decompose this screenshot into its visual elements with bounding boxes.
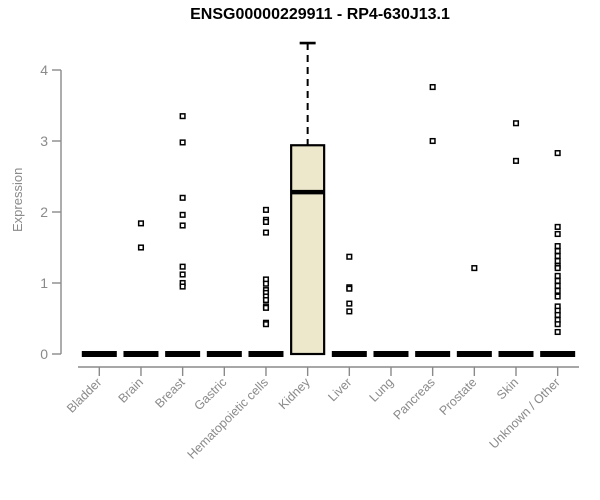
outlier-point — [262, 218, 270, 225]
zero-median-bar — [206, 351, 242, 357]
outlier-point — [262, 280, 270, 287]
zero-median-bar — [331, 351, 367, 357]
outlier-point — [262, 296, 270, 304]
outlier-point — [554, 230, 561, 238]
outlier-point — [554, 293, 561, 300]
outlier-point — [554, 257, 561, 265]
zero-median-bar — [456, 351, 492, 357]
zero-median-bar — [81, 351, 117, 357]
outlier-point — [179, 271, 186, 278]
outlier-point — [137, 220, 145, 227]
outlier-point — [179, 113, 186, 120]
outlier-point — [346, 300, 353, 307]
x-tick-label: Hematopoietic cells — [185, 375, 272, 462]
y-tick-label: 2 — [40, 204, 48, 220]
zero-median-bar — [498, 351, 534, 357]
zero-median-bar — [123, 351, 159, 357]
outlier-point — [554, 272, 561, 279]
x-tick-label: Kidney — [276, 375, 313, 412]
outlier-point — [429, 137, 436, 145]
y-tick-label: 1 — [40, 275, 48, 291]
x-tick-label: Lung — [367, 375, 397, 405]
outlier-point — [179, 263, 186, 270]
outlier-point — [179, 211, 186, 218]
outlier-point — [262, 206, 270, 213]
zero-median-bar — [415, 351, 451, 357]
zero-median-bar — [540, 351, 576, 357]
outlier-point — [346, 253, 353, 260]
outlier-point — [512, 157, 520, 164]
outlier-point — [554, 243, 561, 250]
outlier-point — [554, 223, 561, 230]
y-tick-label: 0 — [40, 346, 48, 362]
zero-median-bar — [373, 351, 409, 357]
outlier-point — [262, 321, 270, 328]
outlier-point — [346, 308, 353, 315]
outlier-point — [179, 222, 186, 229]
outlier-point — [554, 277, 561, 284]
outlier-point — [554, 150, 561, 157]
x-tick-label: Breast — [152, 375, 188, 411]
outlier-point — [554, 287, 561, 294]
x-tick-label: Unknown / Other — [487, 375, 563, 451]
x-tick-label: Brain — [116, 375, 147, 406]
y-tick-label: 4 — [40, 62, 48, 78]
x-tick-label: Gastric — [192, 375, 230, 413]
outlier-point — [554, 252, 561, 260]
outlier-point — [554, 328, 561, 336]
outlier-point — [512, 120, 520, 127]
outlier-point — [554, 282, 561, 289]
outlier-point — [262, 229, 270, 236]
outlier-point — [179, 139, 186, 146]
y-axis-title: Expression — [10, 167, 25, 232]
outlier-point — [179, 194, 186, 201]
zero-median-bar — [165, 351, 201, 357]
outlier-point — [137, 244, 145, 251]
x-tick-label: Pancreas — [391, 375, 438, 422]
outlier-point — [554, 311, 561, 318]
outlier-point — [554, 321, 561, 328]
outlier-point — [262, 304, 270, 311]
outlier-point — [179, 283, 186, 290]
x-tick-label: Skin — [494, 375, 521, 402]
outlier-point — [346, 285, 353, 292]
x-tick-label: Prostate — [437, 375, 480, 418]
chart-title: ENSG00000229911 - RP4-630J13.1 — [190, 6, 450, 23]
x-tick-label: Bladder — [64, 375, 104, 415]
outlier-point — [554, 248, 561, 255]
y-tick-label: 3 — [40, 133, 48, 149]
boxplot-box — [290, 144, 326, 356]
outlier-point — [471, 265, 478, 272]
x-tick-label: Liver — [325, 375, 354, 404]
zero-median-bar — [248, 351, 284, 357]
outlier-point — [429, 83, 436, 91]
outlier-point — [554, 265, 561, 272]
